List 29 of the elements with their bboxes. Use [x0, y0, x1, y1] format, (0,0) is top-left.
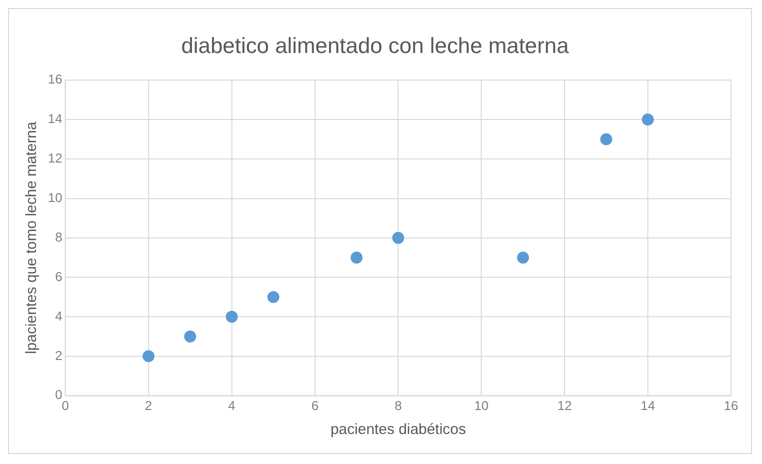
y-tick-label: 16: [48, 72, 62, 87]
y-axis-title: lpacientes que tomo leche materna: [23, 121, 40, 354]
y-tick-label: 4: [55, 308, 62, 324]
point: [142, 350, 155, 362]
y-tick-label: 2: [55, 348, 62, 363]
y-tick-label: 10: [48, 190, 62, 205]
y-tick-label: 0: [55, 387, 62, 402]
x-tick-label: 6: [311, 398, 319, 413]
point: [267, 291, 280, 304]
point: [600, 133, 612, 146]
x-axis-title: pacientes diabéticos: [330, 421, 466, 438]
x-tick-label: 16: [724, 398, 738, 413]
point: [642, 114, 654, 126]
point: [517, 252, 529, 264]
y-tick-label: 14: [48, 111, 62, 126]
x-tick-label: 10: [474, 398, 489, 413]
point: [226, 310, 238, 323]
x-tick-label: 4: [228, 398, 236, 413]
y-tick-label: 6: [55, 268, 62, 284]
x-tick-label: 2: [144, 398, 152, 413]
x-tick-label: 14: [640, 398, 656, 413]
point: [392, 232, 404, 244]
chart-title: diabetico alimentado con leche materna: [181, 33, 570, 58]
y-tick-label: 8: [55, 229, 62, 244]
x-tick-label: 12: [557, 398, 572, 413]
point: [184, 330, 196, 342]
point: [350, 252, 363, 264]
y-tick-label: 12: [48, 150, 62, 166]
x-tick-label: 8: [394, 398, 402, 413]
